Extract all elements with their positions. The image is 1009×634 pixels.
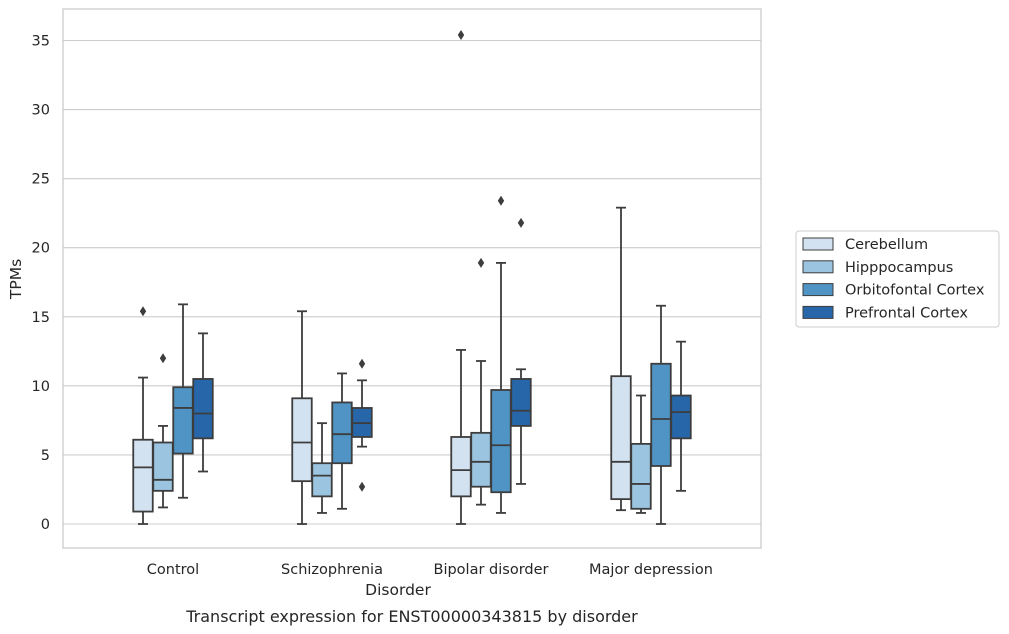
box-hipppocampus-major-depression — [630, 394, 652, 514]
box-iqr — [670, 394, 692, 440]
x-tick-label-schizophrenia: Schizophrenia — [281, 562, 383, 578]
box-iqr — [450, 436, 472, 498]
box-orbitofontal-cortex-control — [172, 303, 194, 499]
box-cerebellum-schizophrenia — [291, 310, 313, 525]
box-hipppocampus-schizophrenia — [311, 422, 333, 514]
legend-label: Orbitofontal Cortex — [845, 283, 985, 299]
box-iqr — [610, 375, 632, 501]
box-iqr — [132, 438, 154, 513]
box-iqr — [152, 441, 174, 492]
box-cerebellum-bipolar-disorder — [450, 29, 472, 525]
x-axis-label: Disorder — [365, 581, 431, 599]
box-cerebellum-control — [132, 306, 154, 525]
outlier-point — [477, 257, 485, 268]
plot-frame — [62, 8, 762, 549]
box-prefrontal-cortex-bipolar-disorder — [510, 217, 532, 485]
grid-lines — [63, 39, 761, 525]
y-tick-label-15: 15 — [32, 310, 50, 326]
outlier-point — [517, 217, 525, 228]
legend-label: Hipppocampus — [845, 260, 953, 276]
outlier-point — [358, 481, 366, 492]
box-iqr — [510, 378, 532, 427]
box-iqr — [470, 431, 492, 488]
legend-swatch — [802, 305, 834, 319]
box-prefrontal-cortex-major-depression — [670, 340, 692, 492]
y-tick-label-0: 0 — [41, 517, 50, 533]
y-tick-label-35: 35 — [32, 34, 50, 50]
box-iqr — [311, 462, 333, 498]
box-iqr — [172, 386, 194, 455]
box-iqr — [490, 389, 512, 494]
legend-swatch — [802, 260, 834, 274]
x-tick-label-control: Control — [147, 562, 199, 578]
box-hipppocampus-control — [152, 353, 174, 509]
legend: Cerebellum Hipppocampus Orbitofontal Corte… — [795, 230, 1000, 328]
legend-swatch — [802, 283, 834, 297]
y-tick-label-10: 10 — [32, 379, 50, 395]
outlier-point — [457, 29, 465, 40]
x-tick-labels: Control Schizophrenia Bipolar disorder Majo… — [147, 562, 713, 578]
y-axis-label: TPMs — [7, 259, 25, 300]
y-tick-labels: 0 5 10 15 20 25 30 35 — [32, 34, 50, 534]
legend-item-cerebellum: Cerebellum — [802, 237, 928, 253]
x-tick-label-major-depression: Major depression — [589, 562, 713, 578]
outlier-point — [139, 306, 147, 317]
legend-item-prefrontal-cortex: Prefrontal Cortex — [802, 305, 968, 321]
y-tick-label-20: 20 — [32, 241, 50, 257]
box-iqr — [331, 401, 353, 465]
legend-item-orbitofontal-cortex: Orbitofontal Cortex — [802, 283, 985, 299]
y-tick-label-30: 30 — [32, 103, 50, 119]
legend-label: Prefrontal Cortex — [845, 305, 968, 321]
y-tick-label-25: 25 — [32, 172, 50, 188]
legend-frame — [795, 230, 1000, 328]
box-orbitofontal-cortex-bipolar-disorder — [490, 195, 512, 514]
outlier-point — [358, 358, 366, 369]
outlier-point — [159, 353, 167, 364]
legend-item-hipppocampus: Hipppocampus — [802, 260, 953, 276]
box-iqr — [291, 397, 313, 483]
box-iqr — [650, 362, 672, 467]
box-iqr — [630, 442, 652, 510]
figure-caption: Transcript expression for ENST0000034381… — [185, 607, 638, 626]
x-tick-label-bipolar-disorder: Bipolar disorder — [434, 562, 549, 578]
legend-swatch — [802, 237, 834, 251]
box-iqr — [192, 378, 214, 440]
outlier-point — [497, 195, 505, 206]
box-prefrontal-cortex-control — [192, 332, 214, 473]
box-cerebellum-major-depression — [610, 206, 632, 512]
y-tick-label-5: 5 — [41, 448, 50, 464]
legend-label: Cerebellum — [845, 237, 928, 253]
box-prefrontal-cortex-schizophrenia — [351, 358, 373, 492]
boxes — [132, 29, 692, 525]
